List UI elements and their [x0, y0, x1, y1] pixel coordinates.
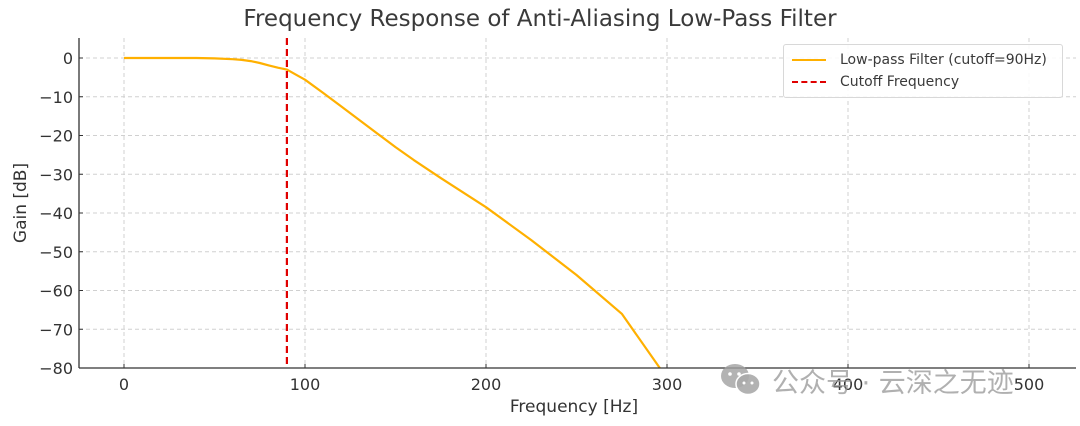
x-tick-label: 200 [471, 375, 502, 394]
y-tick-label: −50 [39, 243, 73, 262]
series-layer [124, 38, 661, 369]
x-axis-label: Frequency [Hz] [510, 397, 638, 417]
axes [78, 38, 1076, 369]
wechat-icon [721, 364, 761, 396]
y-tick-label: −40 [39, 204, 73, 223]
legend-swatch-dashed-line [792, 81, 826, 83]
y-tick-label: −10 [39, 88, 73, 107]
watermark: 公众号 · 云深之无迹 [720, 360, 1014, 400]
chart-title: Frequency Response of Anti-Aliasing Low-… [243, 6, 837, 32]
y-tick-label: 0 [63, 49, 73, 68]
x-tick-label: 400 [833, 375, 864, 394]
legend-label: Low-pass Filter (cutoff=90Hz) [840, 52, 1047, 68]
x-tick-label: 300 [652, 375, 683, 394]
watermark-text: 公众号 · 云深之无迹 [772, 367, 1014, 399]
legend-swatch-solid-line [792, 59, 826, 61]
y-tick-label: −80 [39, 359, 73, 378]
legend-item-cutoff: Cutoff Frequency [784, 72, 959, 92]
y-tick-label: −30 [39, 165, 73, 184]
legend-item-lowpass: Low-pass Filter (cutoff=90Hz) [784, 50, 1047, 70]
y-axis-label: Gain [dB] [11, 163, 31, 243]
x-tick-label: 100 [290, 375, 321, 394]
legend-label: Cutoff Frequency [840, 74, 960, 90]
x-tick-label: 0 [119, 375, 129, 394]
y-tick-label: −70 [39, 320, 73, 339]
y-tick-label: −20 [39, 127, 73, 146]
x-tick-label: 500 [1014, 375, 1045, 394]
y-tick-label: −60 [39, 282, 73, 301]
tick-labels: 0 100 200 300 400 500 0 −10 −20 −30 −40 −50 −60 −70 −8… [39, 49, 1044, 394]
legend: Low-pass Filter (cutoff=90Hz) Cutoff Fre… [783, 44, 1063, 98]
lowpass-filter-curve [124, 56, 661, 369]
